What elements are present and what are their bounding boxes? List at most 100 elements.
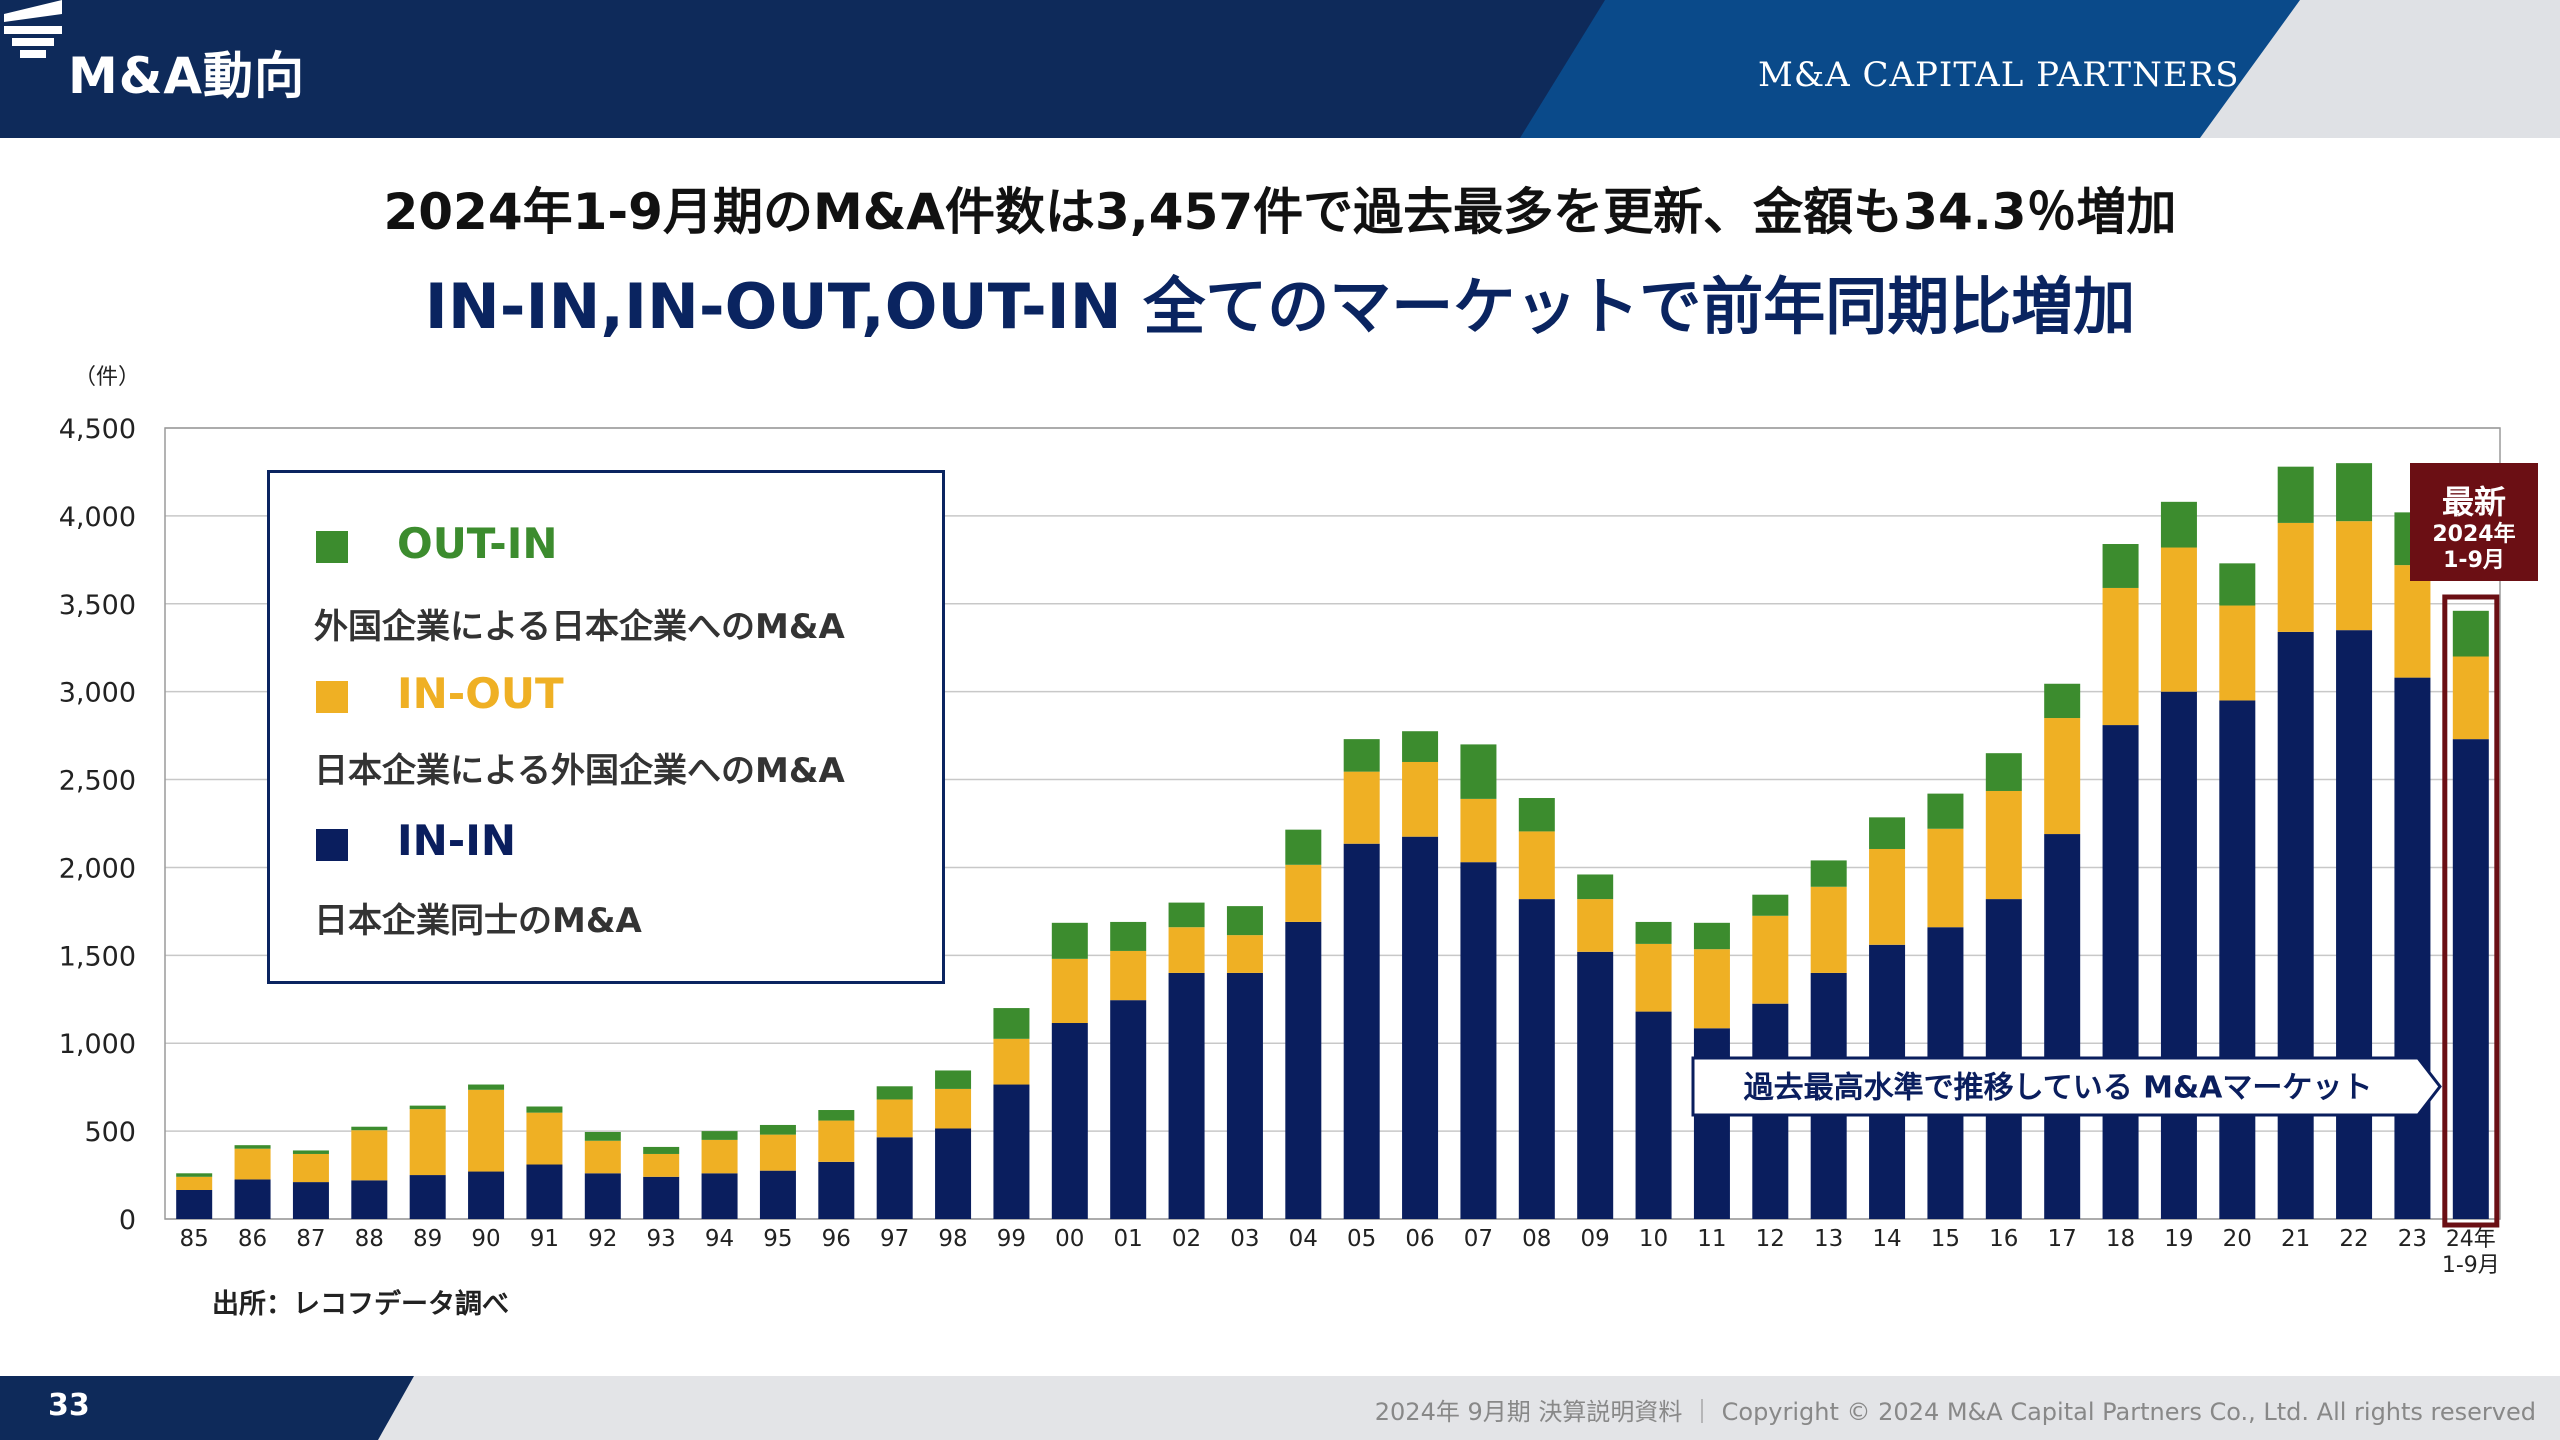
bar-in-out	[1343, 771, 1380, 844]
legend-label-out-in: OUT-IN	[397, 519, 558, 568]
bar-out-in	[234, 1145, 271, 1149]
annotation-callout	[1691, 1056, 2442, 1117]
bar-out-in	[876, 1086, 913, 1100]
bar-in-in	[1168, 972, 1205, 1219]
x-tick-label: 88	[355, 1226, 384, 1252]
y-tick-label: 500	[84, 1117, 136, 1148]
x-tick-label: 23	[2398, 1226, 2427, 1252]
bar-in-out	[1927, 828, 1964, 928]
latest-badge	[2410, 463, 2538, 581]
x-tick-label: 17	[2048, 1226, 2077, 1252]
source-note: 出所：レコフデータ調べ	[212, 1289, 509, 1320]
x-tick-label: 03	[1230, 1226, 1259, 1252]
bar-in-in	[468, 1171, 505, 1219]
bar-in-in	[2336, 630, 2373, 1219]
legend-swatch-out-in	[316, 531, 348, 563]
annotation-text: 過去最高水準で推移している M&Aマーケット	[1744, 1071, 2373, 1106]
x-tick-label: 00	[1055, 1226, 1084, 1252]
header-blue-band	[1515, 0, 2300, 138]
bar-in-out	[2044, 718, 2081, 835]
x-tick-label: 16	[1989, 1226, 2018, 1252]
bar-in-out	[2336, 521, 2373, 631]
x-tick-label: 01	[1114, 1226, 1143, 1252]
bar-in-out	[2160, 547, 2197, 692]
x-tick-label: 94	[705, 1226, 734, 1252]
bar-in-out	[1869, 848, 1906, 945]
x-tick-label: 13	[1814, 1226, 1843, 1252]
bar-in-in	[2452, 739, 2489, 1219]
bar-out-in	[1635, 921, 1672, 944]
x-tick-label: 99	[997, 1226, 1026, 1252]
bar-in-in	[1518, 899, 1555, 1219]
bar-out-in	[701, 1131, 738, 1140]
bar-in-out	[1635, 943, 1672, 1012]
bar-in-in	[584, 1173, 621, 1219]
bar-in-in	[1577, 951, 1614, 1219]
bar-out-in	[1051, 922, 1088, 959]
bar-in-in	[935, 1128, 972, 1219]
bar-in-out	[2102, 587, 2139, 726]
y-unit-label: （件）	[74, 365, 140, 390]
y-tick-label: 3,000	[59, 678, 136, 709]
x-tick-label: 15	[1931, 1226, 1960, 1252]
bar-in-in	[759, 1170, 796, 1219]
bar-out-in	[1285, 829, 1322, 865]
bar-in-in	[351, 1180, 388, 1219]
bar-in-in	[1343, 843, 1380, 1219]
bar-out-in	[1110, 921, 1147, 951]
bar-in-out	[935, 1088, 972, 1129]
bar-in-out	[1752, 915, 1789, 1004]
bar-out-in	[2452, 610, 2489, 657]
page-title: M&A動向	[68, 47, 306, 105]
bar-in-in	[176, 1189, 213, 1219]
bar-in-out	[993, 1038, 1030, 1085]
y-tick-label: 0	[119, 1205, 136, 1236]
x-tick-label: 05	[1347, 1226, 1376, 1252]
x-tick-label: 02	[1172, 1226, 1201, 1252]
x-tick-label: 04	[1289, 1226, 1318, 1252]
bar-in-out	[526, 1112, 563, 1165]
bar-in-in	[1460, 862, 1497, 1219]
x-tick-label: 91	[530, 1226, 559, 1252]
x-tick-label: 07	[1464, 1226, 1493, 1252]
headline-secondary: IN-IN,IN-OUT,OUT-IN 全てのマーケットで前年同期比増加	[424, 270, 2136, 343]
bar-in-out	[1985, 790, 2022, 900]
x-tick-label: 12	[1756, 1226, 1785, 1252]
bar-out-in	[643, 1146, 680, 1154]
axis-layer: 0 500 1,000 1,500 2,000 2,500 3,000 3,500 4,000 4…	[59, 365, 2501, 1236]
bar-out-in	[1752, 894, 1789, 916]
bar-in-in	[526, 1164, 563, 1219]
bar-out-in	[2044, 683, 2081, 719]
bar-in-out	[1110, 950, 1147, 1001]
x-tick-label: 24年	[2446, 1227, 2496, 1252]
legend-desc-out-in: 外国企業による日本企業へのM&A	[314, 607, 845, 647]
bar-in-out	[2452, 656, 2489, 740]
bar-in-in	[2277, 631, 2314, 1219]
bar-in-out	[409, 1109, 446, 1176]
company-logo-text: M&A CAPITAL PARTNERS	[1758, 55, 2240, 95]
bar-in-in	[1051, 1023, 1088, 1219]
bar-out-in	[818, 1110, 855, 1121]
x-tick-label: 92	[588, 1226, 617, 1252]
x-tick-label: 96	[822, 1226, 851, 1252]
bar-out-in	[2102, 544, 2139, 588]
y-tick-label: 3,500	[59, 590, 136, 621]
x-tick-label: 08	[1522, 1226, 1551, 1252]
x-axis-labels: 85 86 87 88 89 90 91 92 93 94 95 96 97 98 99 00 01 02 03 04…	[180, 1226, 2500, 1278]
bar-out-in	[1226, 906, 1263, 936]
bar-in-out	[584, 1140, 621, 1174]
bar-out-in	[1402, 731, 1439, 762]
x-tick-label: 10	[1639, 1226, 1668, 1252]
latest-badge-year: 2024年	[2432, 521, 2515, 547]
y-tick-label: 1,500	[59, 941, 136, 972]
bar-out-in	[1168, 902, 1205, 928]
x-tick-label: 19	[2164, 1226, 2193, 1252]
latest-badge-title: 最新	[2442, 483, 2506, 521]
x-tick-label: 11	[1697, 1226, 1726, 1252]
bar-in-out	[1693, 949, 1730, 1029]
bar-in-out	[1518, 831, 1555, 900]
bar-in-out	[176, 1176, 213, 1190]
bar-in-out	[2277, 522, 2314, 632]
bar-out-in	[1343, 739, 1380, 772]
x-tick-label: 09	[1581, 1226, 1610, 1252]
